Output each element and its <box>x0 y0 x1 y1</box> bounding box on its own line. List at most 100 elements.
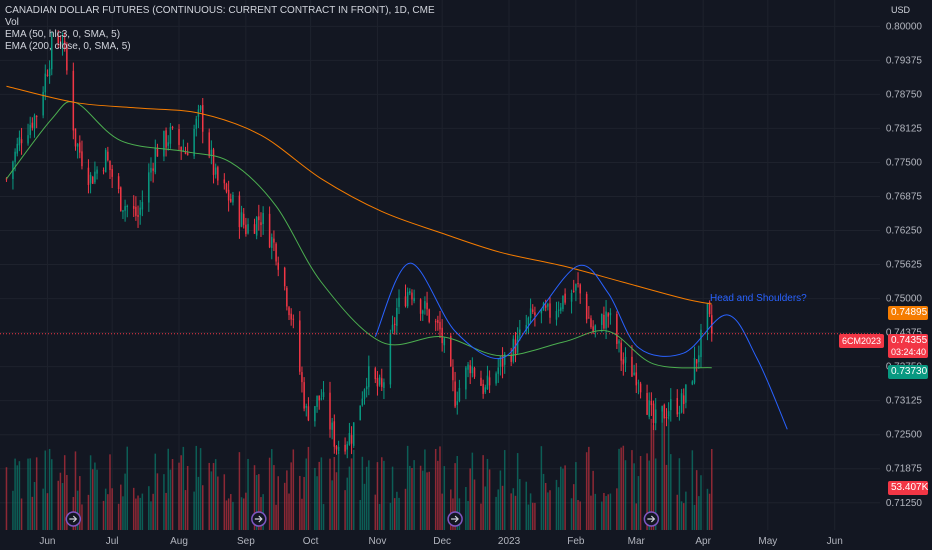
candle-body <box>79 142 81 153</box>
volume-bar <box>525 481 528 530</box>
candle-body <box>488 377 491 386</box>
volume-bar <box>33 481 36 530</box>
y-tick-label: 0.75000 <box>886 294 923 305</box>
x-tick-label: Oct <box>303 536 319 547</box>
legend-ema50[interactable]: EMA (50, hlc3, 0, SMA, 5) <box>5 29 121 40</box>
candle-body <box>648 400 650 417</box>
volume-bar <box>262 494 264 530</box>
candle-body <box>210 149 213 156</box>
volume-bar <box>682 503 685 530</box>
volume-bar <box>197 476 200 530</box>
volume-bar <box>363 483 366 530</box>
volume-bar <box>51 459 53 530</box>
volume-bar <box>585 452 588 530</box>
volume-bar <box>5 467 8 530</box>
candle-body <box>590 318 592 328</box>
volume-bar <box>454 463 456 530</box>
candle-body <box>441 327 443 344</box>
volume-bar <box>393 498 396 530</box>
volume-bar <box>365 466 368 530</box>
volume-bar <box>540 446 543 530</box>
candle-body <box>318 395 320 401</box>
candle-body <box>184 151 187 154</box>
volume-bar <box>223 474 226 530</box>
volume-bar <box>186 466 189 530</box>
candle-body <box>141 202 144 210</box>
candle-body <box>135 206 137 216</box>
price-axis: 0.80000 0.79375 0.78750 0.78125 0.77500 0.768… <box>886 21 923 508</box>
candle-body <box>562 295 564 309</box>
volume-bar <box>299 475 301 530</box>
x-tick-label: May <box>758 536 777 547</box>
volume-bar <box>290 462 292 530</box>
candle-body <box>165 130 167 148</box>
candle-body <box>393 323 396 325</box>
ema200-line[interactable] <box>6 85 712 305</box>
candle-body <box>42 91 44 116</box>
candle-body <box>585 294 588 320</box>
volume-bar <box>346 477 349 530</box>
volume-bar <box>167 448 169 530</box>
volume-bar <box>396 491 398 530</box>
volume-bar <box>301 498 303 530</box>
candle-body <box>268 213 271 248</box>
volume-bar <box>111 488 113 530</box>
volume-bar <box>510 493 512 530</box>
last-price-tag: 0.74355 <box>888 334 928 348</box>
currency-label[interactable]: USD <box>890 5 910 15</box>
candle-body <box>409 291 411 294</box>
volume-bar <box>201 485 204 530</box>
candle-body <box>592 326 594 332</box>
candle-body <box>661 405 663 412</box>
volume-bar <box>178 462 180 530</box>
candle-body <box>549 303 551 318</box>
event-icons <box>65 511 660 527</box>
candle-body <box>81 151 83 167</box>
volume-bar <box>469 468 471 530</box>
volume-bar <box>693 504 696 530</box>
volume-bar <box>318 461 320 530</box>
volume-bar <box>646 453 648 530</box>
candle-body <box>18 137 21 146</box>
volume-bar <box>667 414 670 530</box>
candle-body <box>169 127 172 144</box>
volume-bars <box>5 406 713 530</box>
legend-ema200[interactable]: EMA (200, close, 0, SMA, 5) <box>5 41 131 52</box>
volume-bar <box>253 465 256 530</box>
volume-bar <box>210 471 213 530</box>
candle-body <box>605 311 607 329</box>
x-tick-label: Jun <box>39 536 55 547</box>
x-tick-label: 2023 <box>498 536 521 547</box>
candle-body <box>337 446 340 452</box>
candle-body <box>199 106 202 110</box>
candle-body <box>186 152 189 156</box>
volume-bar <box>307 446 310 530</box>
volume-bar <box>680 501 683 530</box>
candle-body <box>245 224 247 235</box>
volume-bar <box>484 486 487 530</box>
candle-body <box>33 115 36 129</box>
ema50-line[interactable] <box>6 101 712 369</box>
volume-bar <box>706 488 709 530</box>
candle-body <box>577 283 579 285</box>
legend-vol[interactable]: Vol <box>5 17 19 28</box>
candle-body <box>693 357 696 383</box>
volume-bar <box>486 458 489 530</box>
candle-body <box>331 422 333 430</box>
volume-bar <box>277 476 279 530</box>
volume-bar <box>275 504 277 530</box>
pattern-curve[interactable] <box>374 262 788 430</box>
candle-body <box>61 42 64 45</box>
candle-body <box>242 213 245 225</box>
volume-bar <box>217 476 219 530</box>
arrow-right-icon <box>647 515 656 523</box>
volume-bar <box>381 457 383 530</box>
volume-bar <box>89 455 92 530</box>
volume-bar <box>333 457 336 530</box>
candle-body <box>152 168 154 171</box>
candle-body <box>320 398 323 400</box>
candle-body <box>72 70 75 131</box>
volume-bar <box>450 489 452 530</box>
volume-bar <box>670 454 672 530</box>
